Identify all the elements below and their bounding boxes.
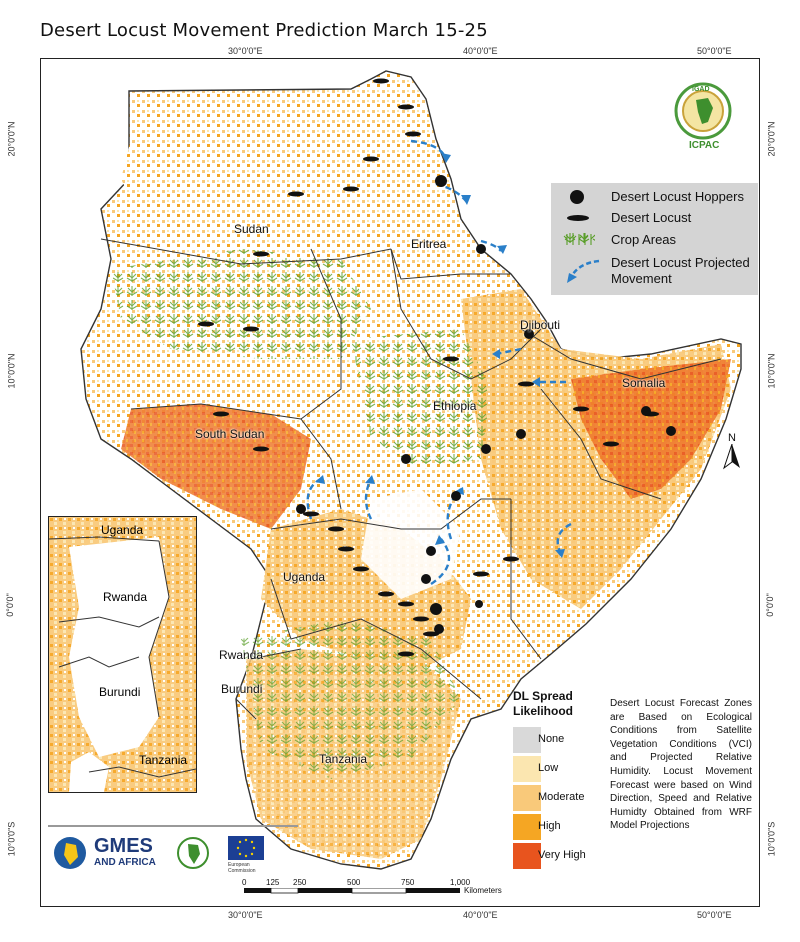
zone-somalia-very-high <box>571 359 731 499</box>
scale-tick-125: 125 <box>266 878 280 887</box>
symbol-legend: Desert Locust Hoppers Desert Locust Crop… <box>551 183 758 295</box>
label-burundi: Burundi <box>221 682 263 696</box>
logo-strip-divider <box>48 825 298 827</box>
desert-locust-markers[interactable] <box>198 78 659 657</box>
crop-legend-icon <box>563 230 595 246</box>
scale-tick-750: 750 <box>401 878 415 887</box>
left-tick-10n: 10°0'0"N <box>6 353 17 389</box>
scale-tick-500: 500 <box>347 878 361 887</box>
gmes-logo-line1: GMES <box>94 835 153 857</box>
movement-arrowheads <box>315 153 565 558</box>
scale-bar: 0 125 250 500 750 1,000 Kilometers <box>242 878 516 908</box>
icpac-logo: IGAD ICPAC <box>666 82 740 154</box>
spread-label-high: High <box>538 820 561 832</box>
au-emblem-icon <box>177 837 209 869</box>
gmes-logo-line2: AND AFRICA <box>94 857 156 868</box>
top-tick-30e: 30°0'0"E <box>228 46 263 56</box>
gmes-logo: GMES AND AFRICA <box>52 833 172 873</box>
hopper-legend-icon <box>570 190 584 204</box>
north-arrow-icon <box>723 443 740 470</box>
spread-swatch-none <box>513 727 541 753</box>
spread-label-moderate: Moderate <box>538 791 585 803</box>
legend-crop-label: Crop Areas <box>611 232 677 247</box>
crop-area-ethiopia <box>351 329 491 469</box>
left-tick-20n: 20°0'0"N <box>6 121 17 157</box>
inset-map[interactable]: Uganda Rwanda Burundi Tanzania <box>48 516 197 793</box>
zone-sudan-north <box>121 79 441 259</box>
spread-label-very-high: Very High <box>538 849 586 861</box>
inset-label-uganda: Uganda <box>101 523 144 537</box>
icpac-logo-text: ICPAC <box>689 140 720 151</box>
eu-logo-text: European Commission <box>228 862 256 874</box>
legend-locust-label: Desert Locust <box>611 210 692 225</box>
label-ethiopia: Ethiopia <box>433 399 477 413</box>
inset-label-tanzania: Tanzania <box>139 753 188 767</box>
scale-unit: Kilometers <box>464 886 502 895</box>
bottom-tick-50e: 50°0'0"E <box>697 910 732 920</box>
legend-hoppers-label: Desert Locust Hoppers <box>611 189 744 204</box>
right-tick-20n: 20°0'0"N <box>766 121 777 157</box>
spread-swatch-low <box>513 756 541 782</box>
label-djibouti: Djibouti <box>520 318 561 332</box>
label-tanzania: Tanzania <box>319 752 368 766</box>
spread-legend-title: DL Spread Likelihood <box>513 689 573 718</box>
scale-bar-graphic <box>244 888 460 894</box>
spread-swatch-high <box>513 814 541 840</box>
right-tick-10s: 10°0'0"S <box>766 821 777 857</box>
crop-area-sudan <box>111 249 371 359</box>
label-uganda: Uganda <box>283 570 326 584</box>
spread-label-low: Low <box>538 762 559 774</box>
north-arrow-label: N <box>728 432 736 444</box>
label-somalia: Somalia <box>622 376 666 390</box>
right-tick-0: 0°0'0" <box>764 593 775 617</box>
eu-logo: European Commission <box>228 836 288 876</box>
top-tick-50e: 50°0'0"E <box>697 46 732 56</box>
highland-white <box>361 489 461 599</box>
igad-logo-text: IGAD <box>692 86 710 93</box>
inset-canvas <box>49 517 196 792</box>
crop-area-east-africa <box>241 619 461 779</box>
country-borders <box>100 238 722 720</box>
north-arrow: N <box>722 432 742 472</box>
zone-south-sudan-very-high <box>121 404 311 529</box>
legend-movement-label: Desert Locust Projected Movement <box>611 255 750 286</box>
desert-locust-hopper-markers[interactable] <box>296 175 676 634</box>
bottom-tick-30e: 30°0'0"E <box>228 910 263 920</box>
movement-legend-icon <box>567 259 600 283</box>
inset-label-burundi: Burundi <box>99 685 141 699</box>
igad-seal-icon <box>674 82 732 140</box>
inset-label-rwanda: Rwanda <box>103 590 148 604</box>
bottom-tick-40e: 40°0'0"E <box>463 910 498 920</box>
spread-label-none: None <box>538 733 565 745</box>
label-south-sudan: South Sudan <box>195 427 265 441</box>
top-tick-40e: 40°0'0"E <box>463 46 498 56</box>
eu-flag-icon <box>228 836 264 860</box>
locust-legend-icon <box>567 215 589 221</box>
label-eritrea: Eritrea <box>411 237 447 251</box>
right-tick-10n: 10°0'0"N <box>766 353 777 389</box>
spread-swatch-moderate <box>513 785 541 811</box>
label-sudan: Sudan <box>234 222 269 236</box>
spread-swatch-very-high <box>513 843 541 869</box>
left-tick-0: 0°0'0" <box>4 593 15 617</box>
gmes-globe-icon <box>54 837 86 869</box>
scale-tick-0: 0 <box>242 878 247 887</box>
scale-tick-1000: 1,000 <box>450 878 471 887</box>
map-canvas[interactable] <box>41 59 759 906</box>
label-rwanda: Rwanda <box>219 648 264 662</box>
left-tick-10s: 10°0'0"S <box>6 821 17 857</box>
map-title: Desert Locust Movement Prediction March … <box>40 20 488 41</box>
forecast-note: Desert Locust Forecast Zones are Based o… <box>610 698 752 832</box>
scale-tick-250: 250 <box>293 878 307 887</box>
